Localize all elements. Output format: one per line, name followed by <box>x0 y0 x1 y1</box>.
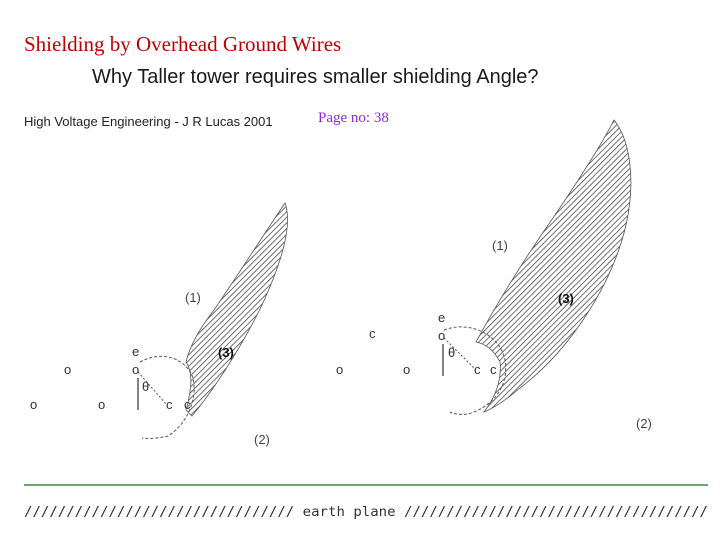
left-conductor-c2: c <box>184 397 191 412</box>
left-conductor-o2: o <box>30 397 37 412</box>
left-earth-wire-label: e <box>132 344 139 359</box>
right-conductor-o2: o <box>403 362 410 377</box>
earth-plane-label: //////////////////////////////// earth p… <box>24 505 708 520</box>
right-conductor-c2: c <box>490 362 497 377</box>
right-angle-label: θ <box>448 345 455 360</box>
left-shield-line <box>137 371 167 405</box>
right-earth-wire-label: e <box>438 310 445 325</box>
left-region-3-label: (3) <box>218 345 234 360</box>
left-conductor-o3: o <box>98 397 105 412</box>
right-region-2-label: (2) <box>636 416 652 431</box>
left-region-2-label: (2) <box>254 432 270 447</box>
page-subtitle: Why Taller tower requires smaller shield… <box>92 66 539 88</box>
left-shielded-region-3 <box>185 202 288 417</box>
right-shielded-region-3 <box>475 119 632 413</box>
right-conductor-o1: o <box>336 362 343 377</box>
left-dashed-arc <box>139 355 195 439</box>
right-conductor-c1: c <box>474 362 481 377</box>
right-shield-line <box>443 337 477 371</box>
left-conductor-c1: c <box>166 397 173 412</box>
right-conductor-c3: c <box>369 326 376 341</box>
left-conductor-o1: o <box>64 362 71 377</box>
page-reference: Page no: 38 <box>318 110 389 126</box>
right-region-1-label: (1) <box>492 238 508 253</box>
right-dashed-arc <box>443 326 507 415</box>
right-diagram: (1) (3) (2) e o θ c c c o o <box>336 119 652 431</box>
page-title: Shielding by Overhead Ground Wires <box>24 32 342 56</box>
source-caption: High Voltage Engineering - J R Lucas 200… <box>24 114 273 129</box>
right-region-3-label: (3) <box>558 291 574 306</box>
right-earth-wire-symbol: o <box>438 328 445 343</box>
left-region-1-label: (1) <box>185 290 201 305</box>
left-angle-label: θ <box>142 379 149 394</box>
left-diagram: (1) (3) (2) e o θ c c o o o <box>30 202 288 447</box>
left-earth-wire-symbol: o <box>132 362 139 377</box>
